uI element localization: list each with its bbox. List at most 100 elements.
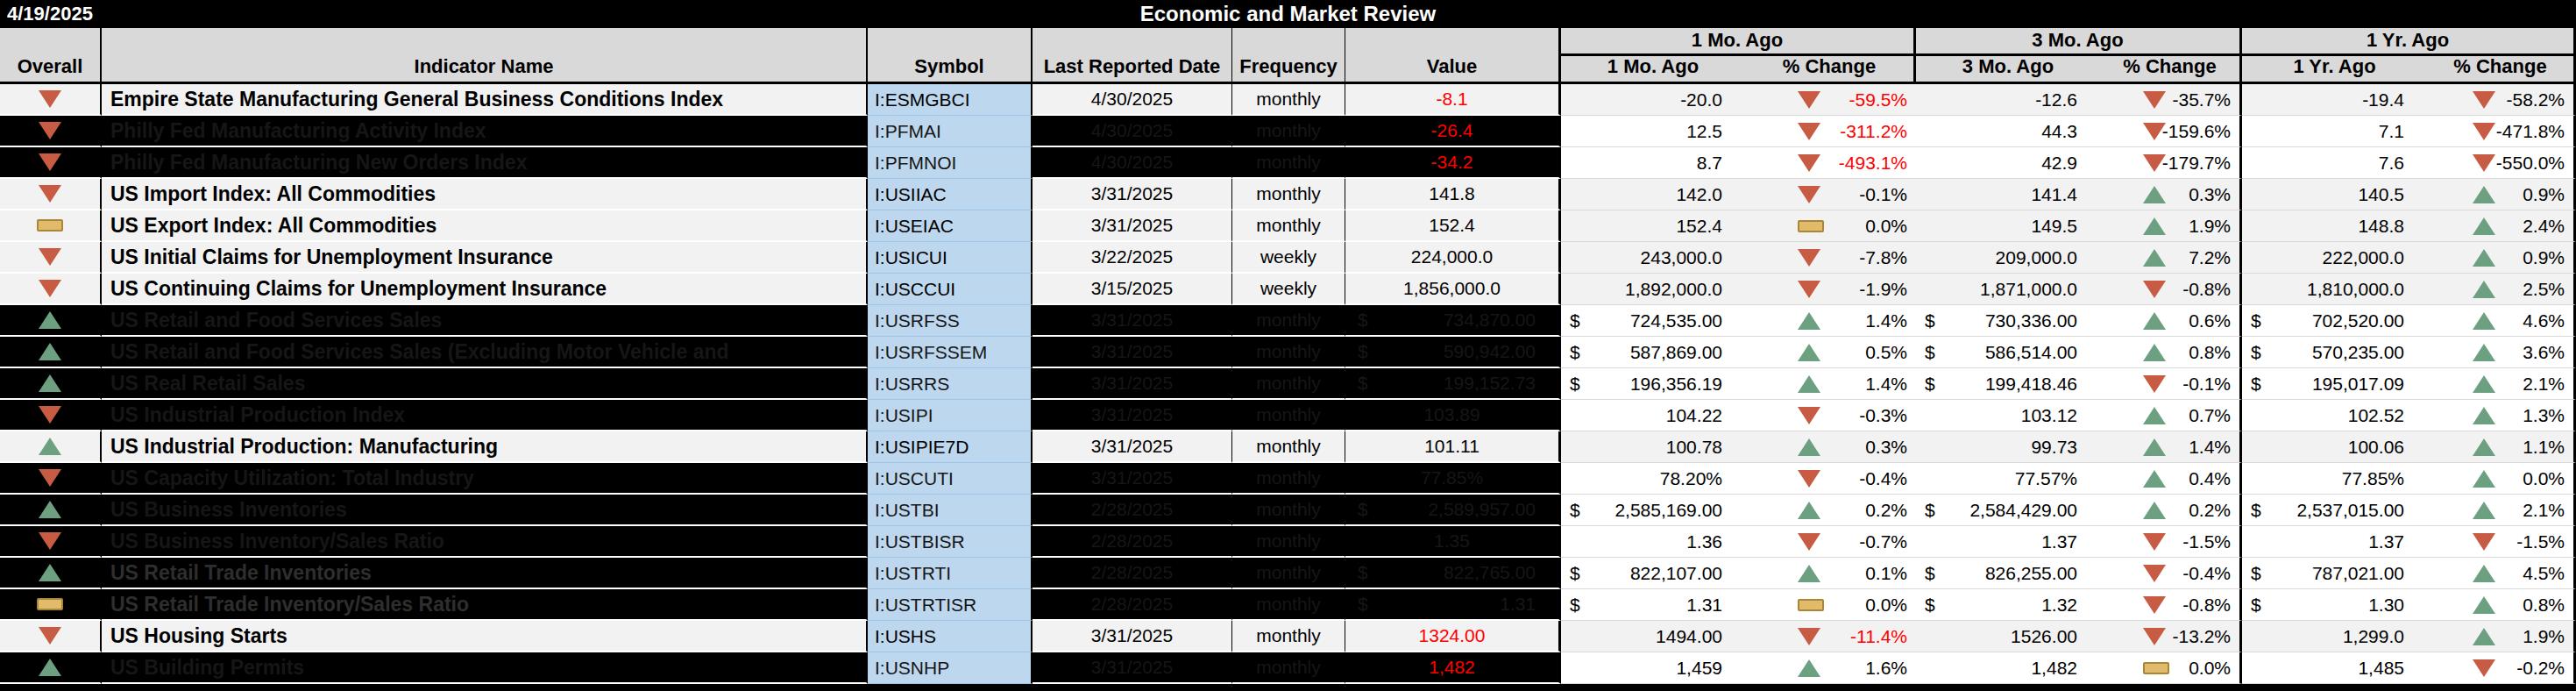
3mo-change-cell[interactable]: 0.4% [2100,463,2242,495]
symbol-cell[interactable]: I:USCCUI [868,274,1033,305]
header-1mo-ago[interactable]: 1 Mo. Ago [1561,56,1745,84]
value-cell[interactable]: 1.35 [1345,526,1561,558]
1yr-change-cell[interactable]: 0.9% [2427,242,2576,274]
indicator-name-cell[interactable]: US Industrial Production Index [102,400,868,431]
3mo-change-cell[interactable]: -159.6% [2100,116,2242,147]
3mo-change-cell[interactable]: 1.4% [2100,431,2242,463]
frequency-cell[interactable]: weekly [1232,274,1345,305]
overall-cell[interactable] [0,558,102,589]
symbol-cell[interactable]: I:USRFSS [868,305,1033,337]
1mo-value-cell[interactable]: -20.0 [1561,84,1745,116]
3mo-change-cell[interactable]: -0.4% [2100,558,2242,589]
3mo-value-cell[interactable]: 149.5 [1916,210,2100,242]
symbol-cell[interactable]: I:USTRTISR [868,589,1033,621]
3mo-change-cell[interactable]: 0.0% [2100,652,2242,684]
value-cell[interactable]: $590,942.00 [1345,337,1561,368]
3mo-change-cell[interactable]: -1.5% [2100,526,2242,558]
1mo-change-cell[interactable]: -311.2% [1745,116,1916,147]
last-reported-date-cell[interactable]: 2/28/2025 [1033,558,1232,589]
3mo-value-cell[interactable]: 77.57% [1916,463,2100,495]
overall-cell[interactable] [0,179,102,210]
1mo-change-cell[interactable]: 0.0% [1745,589,1916,621]
1yr-value-cell[interactable]: 7.6 [2242,147,2427,179]
1mo-value-cell[interactable]: 1494.00 [1561,621,1745,652]
3mo-value-cell[interactable]: 1.37 [1916,526,2100,558]
1mo-change-cell[interactable]: -11.4% [1745,621,1916,652]
1yr-value-cell[interactable]: $787,021.00 [2242,558,2427,589]
1mo-value-cell[interactable]: $587,869.00 [1561,337,1745,368]
1mo-change-cell[interactable]: -59.5% [1745,84,1916,116]
frequency-cell[interactable]: monthly [1232,558,1345,589]
frequency-cell[interactable]: monthly [1232,431,1345,463]
3mo-change-cell[interactable]: -0.1% [2100,368,2242,400]
indicator-name-cell[interactable]: US Retail Trade Inventory/Sales Ratio [102,589,868,621]
frequency-cell[interactable]: monthly [1232,495,1345,526]
header-3mo-ago[interactable]: 3 Mo. Ago [1916,56,2100,84]
1yr-change-cell[interactable]: 0.8% [2427,589,2576,621]
header-group-3mo[interactable]: 3 Mo. Ago [1916,28,2242,56]
frequency-cell[interactable]: weekly [1232,242,1345,274]
header-indicator-name[interactable]: Indicator Name [102,28,868,84]
header-1mo-pct-change[interactable]: % Change [1745,56,1916,84]
1mo-value-cell[interactable]: 104.22 [1561,400,1745,431]
1mo-change-cell[interactable]: -0.7% [1745,526,1916,558]
overall-cell[interactable] [0,337,102,368]
overall-cell[interactable] [0,589,102,621]
1mo-change-cell[interactable]: -0.4% [1745,463,1916,495]
1mo-change-cell[interactable]: 0.0% [1745,210,1916,242]
1yr-change-cell[interactable]: 0.0% [2427,463,2576,495]
frequency-cell[interactable]: monthly [1232,210,1345,242]
3mo-value-cell[interactable]: 44.3 [1916,116,2100,147]
symbol-cell[interactable]: I:USTBI [868,495,1033,526]
value-cell[interactable]: $822,765.00 [1345,558,1561,589]
value-cell[interactable]: $734,870.00 [1345,305,1561,337]
1mo-change-cell[interactable]: -1.9% [1745,274,1916,305]
header-1yr-pct-change[interactable]: % Change [2427,56,2576,84]
1yr-value-cell[interactable]: $195,017.09 [2242,368,2427,400]
overall-cell[interactable] [0,463,102,495]
frequency-cell[interactable]: monthly [1232,84,1345,116]
1yr-value-cell[interactable]: $702,520.00 [2242,305,2427,337]
symbol-cell[interactable]: I:PFMAI [868,116,1033,147]
indicator-name-cell[interactable]: US Capacity Utilization: Total Industry [102,463,868,495]
symbol-cell[interactable]: I:USHS [868,621,1033,652]
3mo-change-cell[interactable]: -179.7% [2100,147,2242,179]
indicator-name-cell[interactable]: US Continuing Claims for Unemployment In… [102,274,868,305]
1yr-value-cell[interactable]: $1.30 [2242,589,2427,621]
indicator-name-cell[interactable]: US Retail Trade Inventories [102,558,868,589]
3mo-value-cell[interactable]: $826,255.00 [1916,558,2100,589]
1yr-change-cell[interactable]: -58.2% [2427,84,2576,116]
1mo-change-cell[interactable]: -7.8% [1745,242,1916,274]
3mo-value-cell[interactable]: $2,584,429.00 [1916,495,2100,526]
last-reported-date-cell[interactable]: 3/31/2025 [1033,305,1232,337]
frequency-cell[interactable]: monthly [1232,589,1345,621]
frequency-cell[interactable]: monthly [1232,652,1345,684]
header-last-reported-date[interactable]: Last Reported Date [1033,28,1232,84]
last-reported-date-cell[interactable]: 2/28/2025 [1033,526,1232,558]
last-reported-date-cell[interactable]: 3/22/2025 [1033,242,1232,274]
indicator-name-cell[interactable]: US Business Inventories [102,495,868,526]
1yr-change-cell[interactable]: 2.4% [2427,210,2576,242]
frequency-cell[interactable]: monthly [1232,337,1345,368]
overall-cell[interactable] [0,621,102,652]
1mo-value-cell[interactable]: $822,107.00 [1561,558,1745,589]
3mo-value-cell[interactable]: $586,514.00 [1916,337,2100,368]
1yr-value-cell[interactable]: 1,299.0 [2242,621,2427,652]
overall-cell[interactable] [0,495,102,526]
1yr-change-cell[interactable]: -550.0% [2427,147,2576,179]
1mo-value-cell[interactable]: 12.5 [1561,116,1745,147]
1mo-value-cell[interactable]: $1.31 [1561,589,1745,621]
last-reported-date-cell[interactable]: 4/30/2025 [1033,147,1232,179]
symbol-cell[interactable]: I:USTRTI [868,558,1033,589]
1yr-change-cell[interactable]: 4.6% [2427,305,2576,337]
3mo-value-cell[interactable]: 42.9 [1916,147,2100,179]
last-reported-date-cell[interactable]: 4/30/2025 [1033,84,1232,116]
last-reported-date-cell[interactable]: 3/31/2025 [1033,621,1232,652]
overall-cell[interactable] [0,305,102,337]
overall-cell[interactable] [0,274,102,305]
frequency-cell[interactable]: monthly [1232,147,1345,179]
last-reported-date-cell[interactable]: 2/28/2025 [1033,589,1232,621]
1yr-change-cell[interactable]: 0.9% [2427,179,2576,210]
1yr-value-cell[interactable]: 222,000.0 [2242,242,2427,274]
3mo-change-cell[interactable]: 0.3% [2100,179,2242,210]
